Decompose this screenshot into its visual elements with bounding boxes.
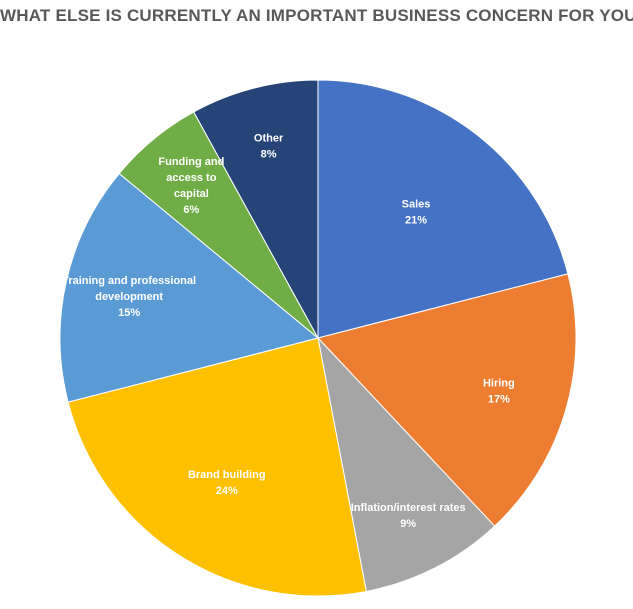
slice-label-sales: Sales 21% bbox=[402, 199, 431, 227]
slice-label-training-and-professional-development: Training and professional development 15% bbox=[62, 275, 196, 319]
pie-slice-training-and-professional-development bbox=[59, 172, 320, 403]
slice-label-hiring: Hiring 17% bbox=[483, 378, 515, 406]
slice-label-funding-and-access-to-capital: Funding and access to capital 6% bbox=[158, 156, 224, 216]
pie-slice-hiring bbox=[317, 273, 577, 527]
pie-slice-other bbox=[193, 79, 319, 339]
slice-label-inflation-interest-rates: Inflation/interest rates 9% bbox=[351, 502, 466, 530]
pie-slice-brand-building bbox=[67, 337, 367, 597]
pie-labels: Sales 21% Hiring 17% Inflation/interest rate… bbox=[62, 133, 515, 530]
pie-slice-inflation-interest-rates bbox=[317, 336, 496, 593]
pie-slices bbox=[59, 79, 577, 597]
slice-label-brand-building: Brand building 24% bbox=[188, 469, 266, 497]
pie-slice-sales bbox=[317, 79, 569, 339]
slice-label-other: Other 8% bbox=[254, 133, 284, 161]
chart-title: WHAT ELSE IS CURRENTLY AN IMPORTANT BUSI… bbox=[0, 6, 633, 25]
